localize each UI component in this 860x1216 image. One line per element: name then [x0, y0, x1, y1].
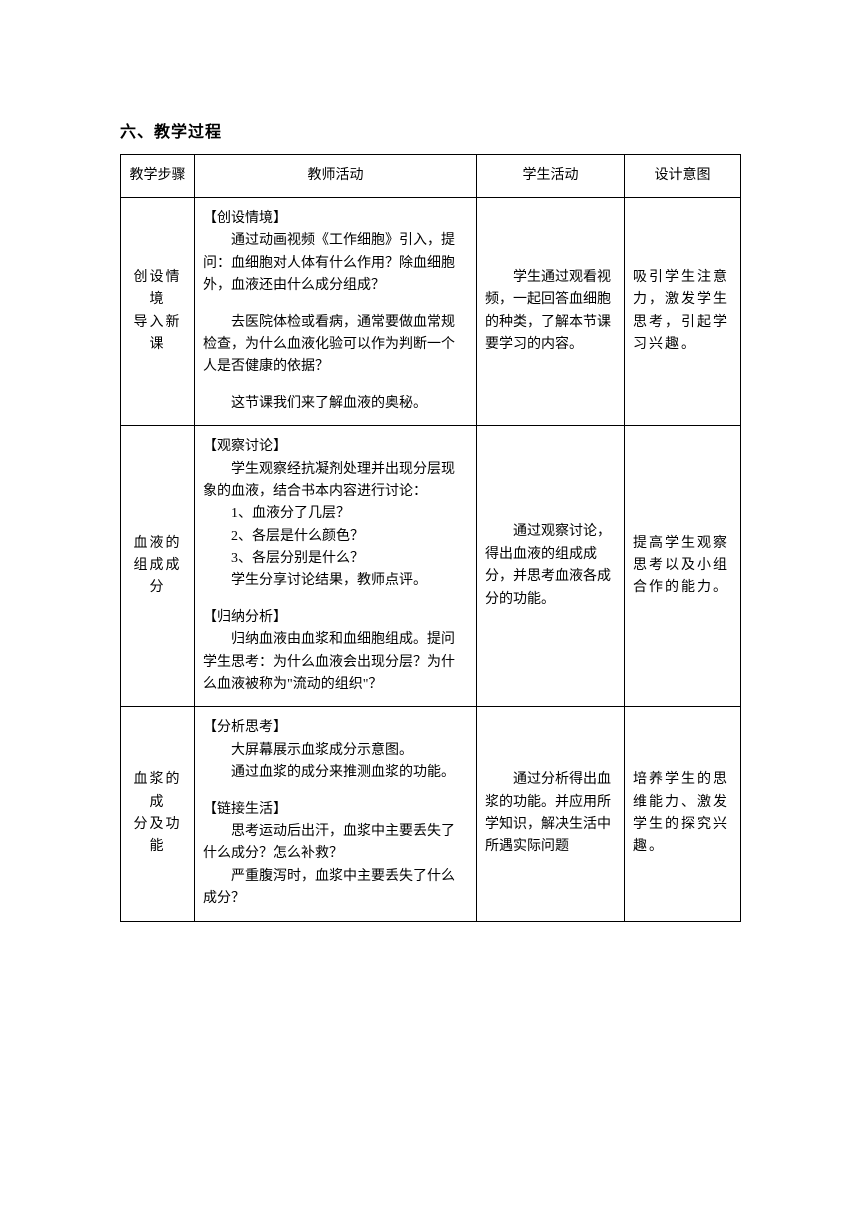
teacher-paragraph: 学生观察经抗凝剂处理并出现分层现象的血液，结合书本内容进行讨论： — [203, 459, 468, 504]
table-row: 血液的 组成成分 【观察讨论】 学生观察经抗凝剂处理并出现分层现象的血液，结合书… — [121, 426, 741, 707]
teacher-cell: 【创设情境】 通过动画视频《工作细胞》引入，提问：血细胞对人体有什么作用？除血细… — [195, 197, 477, 425]
teacher-paragraph: 学生分享讨论结果，教师点评。 — [203, 570, 468, 592]
teacher-paragraph: 大屏幕展示血浆成分示意图。 — [203, 740, 468, 762]
step-cell: 血浆的成 分及功能 — [121, 707, 195, 921]
teacher-list-item: 1、血液分了几层？ — [203, 503, 468, 525]
student-cell: 通过观察讨论，得出血液的组成成分，并思考血液各成分的功能。 — [477, 426, 625, 707]
step-line: 血浆的成 — [129, 769, 186, 814]
teacher-list-item: 3、各层分别是什么？ — [203, 548, 468, 570]
step-line: 导入新课 — [129, 312, 186, 357]
intent-text: 提高学生观察思考以及小组合作的能力。 — [633, 533, 732, 600]
header-intent: 设计意图 — [625, 154, 741, 197]
teacher-cell: 【观察讨论】 学生观察经抗凝剂处理并出现分层现象的血液，结合书本内容进行讨论： … — [195, 426, 477, 707]
step-cell: 创设情境 导入新课 — [121, 197, 195, 425]
table-row: 创设情境 导入新课 【创设情境】 通过动画视频《工作细胞》引入，提问：血细胞对人… — [121, 197, 741, 425]
step-line: 组成成分 — [129, 555, 186, 600]
header-step: 教学步骤 — [121, 154, 195, 197]
section-label: 【归纳分析】 — [203, 607, 468, 629]
teacher-list-item: 2、各层是什么颜色？ — [203, 526, 468, 548]
section-label: 【链接生活】 — [203, 799, 468, 821]
teacher-paragraph: 思考运动后出汗，血浆中主要丢失了什么成分？怎么补救？ — [203, 821, 468, 866]
student-text: 学生通过观看视频，一起回答血细胞的种类，了解本节课要学习的内容。 — [485, 267, 616, 357]
table-row: 血浆的成 分及功能 【分析思考】 大屏幕展示血浆成分示意图。 通过血浆的成分来推… — [121, 707, 741, 921]
teaching-process-table: 教学步骤 教师活动 学生活动 设计意图 创设情境 导入新课 【创设情境】 通过动… — [120, 154, 741, 922]
intent-cell: 吸引学生注意力，激发学生思考，引起学习兴趣。 — [625, 197, 741, 425]
teacher-paragraph: 去医院体检或看病，通常要做血常规检查，为什么血液化验可以作为判断一个人是否健康的… — [203, 312, 468, 379]
student-text: 通过观察讨论，得出血液的组成成分，并思考血液各成分的功能。 — [485, 521, 616, 611]
intent-text: 培养学生的思维能力、激发学生的探究兴趣。 — [633, 769, 732, 859]
teacher-cell: 【分析思考】 大屏幕展示血浆成分示意图。 通过血浆的成分来推测血浆的功能。 【链… — [195, 707, 477, 921]
table-header-row: 教学步骤 教师活动 学生活动 设计意图 — [121, 154, 741, 197]
intent-text: 吸引学生注意力，激发学生思考，引起学习兴趣。 — [633, 267, 732, 357]
step-cell: 血液的 组成成分 — [121, 426, 195, 707]
section-label: 【观察讨论】 — [203, 436, 468, 458]
step-line: 创设情境 — [129, 267, 186, 312]
intent-cell: 培养学生的思维能力、激发学生的探究兴趣。 — [625, 707, 741, 921]
intent-cell: 提高学生观察思考以及小组合作的能力。 — [625, 426, 741, 707]
header-teacher: 教师活动 — [195, 154, 477, 197]
teacher-paragraph: 这节课我们来了解血液的奥秘。 — [203, 393, 468, 415]
section-label: 【分析思考】 — [203, 717, 468, 739]
student-cell: 学生通过观看视频，一起回答血细胞的种类，了解本节课要学习的内容。 — [477, 197, 625, 425]
step-line: 血液的 — [129, 533, 186, 555]
section-heading: 六、教学过程 — [120, 120, 740, 146]
header-student: 学生活动 — [477, 154, 625, 197]
section-label: 【创设情境】 — [203, 208, 468, 230]
teacher-paragraph: 通过动画视频《工作细胞》引入，提问：血细胞对人体有什么作用？除血细胞外，血液还由… — [203, 230, 468, 297]
step-line: 分及功能 — [129, 814, 186, 859]
student-cell: 通过分析得出血浆的功能。并应用所学知识，解决生活中所遇实际问题 — [477, 707, 625, 921]
teacher-paragraph: 通过血浆的成分来推测血浆的功能。 — [203, 762, 468, 784]
student-text: 通过分析得出血浆的功能。并应用所学知识，解决生活中所遇实际问题 — [485, 769, 616, 859]
teacher-paragraph: 归纳血液由血浆和血细胞组成。提问学生思考：为什么血液会出现分层？为什么血液被称为… — [203, 629, 468, 696]
teacher-paragraph: 严重腹泻时，血浆中主要丢失了什么成分？ — [203, 866, 468, 911]
